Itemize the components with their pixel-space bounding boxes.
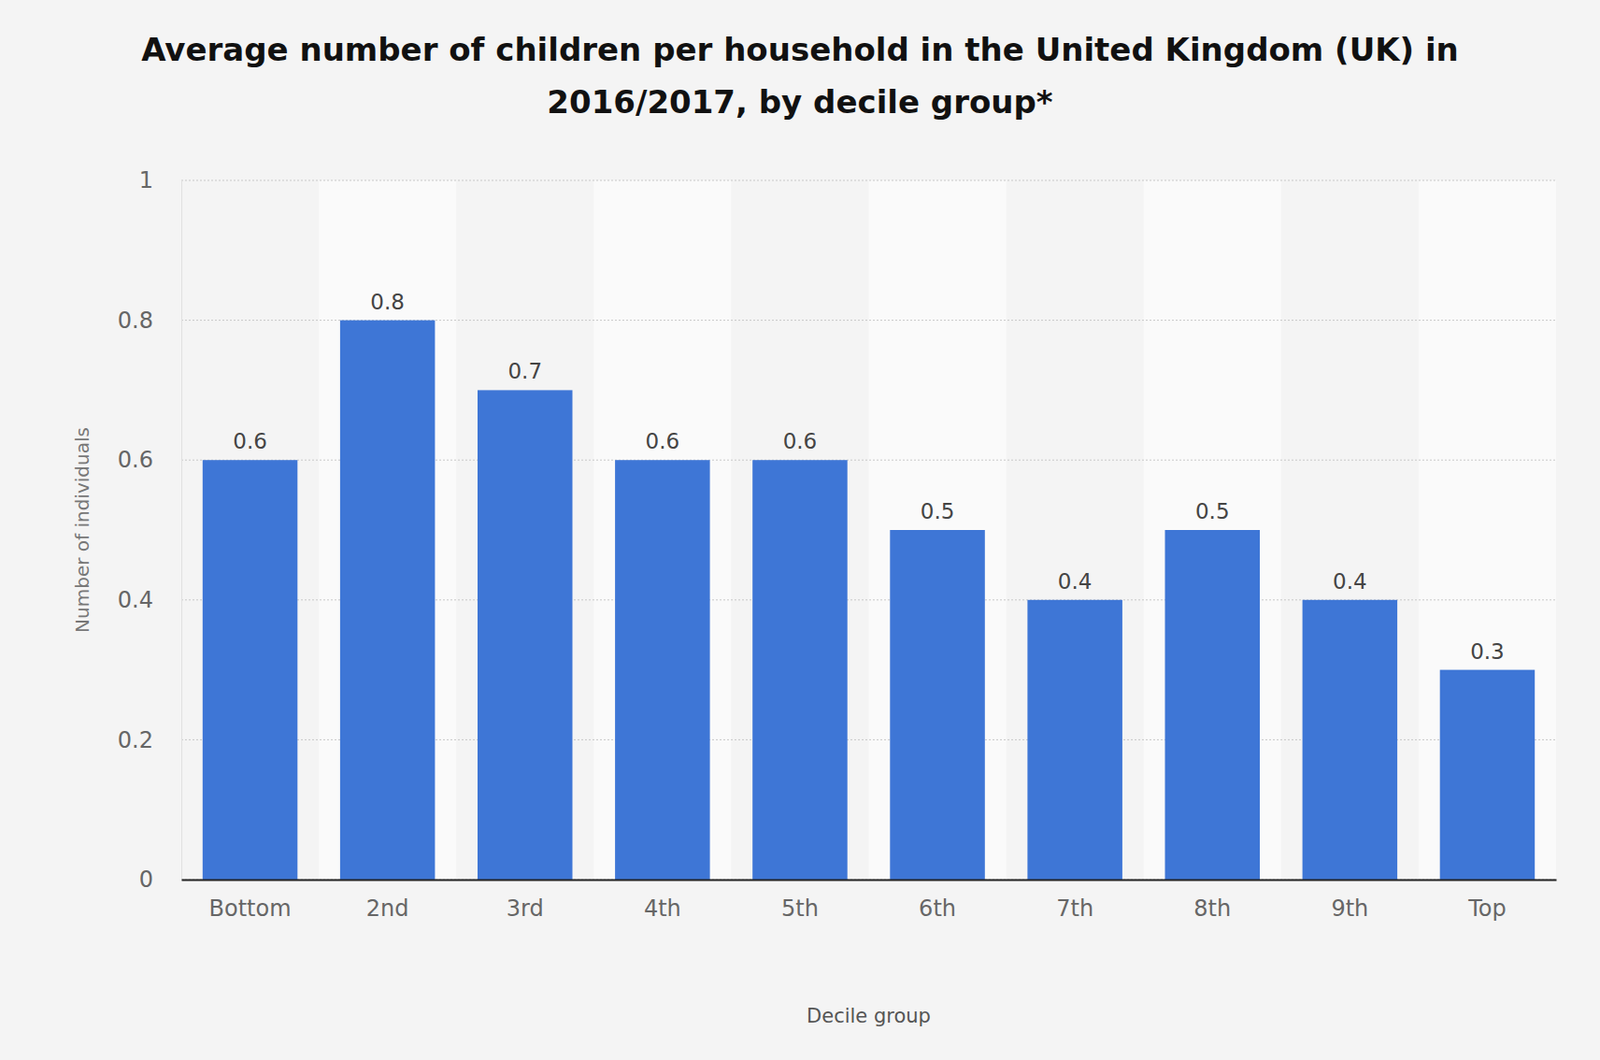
y-tick-label: 0.2 [117, 727, 154, 754]
grid [181, 180, 1557, 880]
x-tick: 2nd [366, 879, 410, 922]
data-label: 0.6 [645, 428, 681, 454]
y-axis-title: Number of individuals [71, 427, 94, 633]
x-axis-line [182, 879, 1558, 882]
x-tick: 3rd [506, 879, 544, 922]
x-tick: 5th [781, 879, 819, 922]
x-tick: 4th [643, 879, 682, 922]
bar [202, 459, 298, 880]
x-tick-label: 6th [918, 895, 957, 922]
y-axis: 0 0.2 0.4 0.6 0.8 1 [117, 167, 183, 893]
y-tick: 0.8 [117, 307, 182, 334]
bar [614, 459, 710, 880]
data-label: 0.8 [370, 289, 405, 315]
plot: 0.60.80.70.60.60.50.40.50.40.300.20.40.6… [117, 167, 1558, 922]
y-tick-label: 0.8 [117, 307, 154, 334]
bar [340, 320, 435, 880]
data-label: 0.4 [1057, 569, 1093, 594]
data-label: 0.6 [232, 428, 268, 454]
stripe [318, 180, 457, 880]
x-tick: Top [1467, 879, 1507, 922]
bar [1440, 670, 1535, 880]
stripe [869, 180, 1007, 880]
y-tick: 0.4 [117, 586, 182, 614]
x-tick: 6th [918, 879, 957, 922]
data-labels: 0.6 0.8 0.7 0.6 0.6 0.5 0.4 0.5 0.4 0.3 [232, 289, 1504, 664]
x-tick: Bottom [209, 879, 292, 922]
x-tick: 8th [1193, 879, 1231, 922]
chart: Average number of children per household… [0, 0, 1600, 1060]
y-tick-label: 0 [139, 866, 154, 893]
x-tick: 9th [1330, 879, 1369, 922]
x-tick-label: 5th [781, 895, 819, 922]
x-tick-label: 8th [1193, 895, 1231, 922]
y-tick: 0.6 [117, 446, 182, 473]
stripes [318, 180, 1557, 880]
x-tick-label: Bottom [209, 895, 292, 922]
title: Average number of children per household… [141, 30, 1459, 121]
bar [889, 529, 985, 880]
x-tick-label: 2nd [366, 895, 410, 922]
x-axis: Bottom 2nd 3rd 4th 5th 6th 7th 8th 9th Top [182, 879, 1558, 922]
data-label: 0.5 [1195, 499, 1230, 524]
x-tick-label: 4th [643, 895, 682, 922]
background [0, 0, 1600, 1060]
grid-line [181, 180, 1557, 182]
data-label: 0.6 [783, 428, 818, 454]
bar [1027, 600, 1122, 880]
data-label: 0.7 [507, 358, 543, 384]
bars [202, 320, 1535, 880]
y-tick: 1 [139, 167, 182, 194]
bar [477, 389, 572, 880]
y-tick-label: 0.4 [117, 586, 154, 614]
stripe [593, 180, 731, 880]
x-tick-label: 3rd [506, 895, 544, 922]
bar [1165, 529, 1260, 880]
y-tick: 0.2 [117, 727, 182, 754]
y-axis-line [181, 181, 183, 881]
x-tick-label: 7th [1056, 895, 1094, 922]
data-label: 0.5 [920, 499, 956, 524]
y-tick-label: 0.6 [117, 446, 154, 473]
x-tick-label: Top [1467, 895, 1507, 922]
x-tick: 7th [1056, 879, 1094, 922]
grid-line [181, 879, 1557, 881]
y-tick-label: 1 [139, 167, 154, 194]
x-tick-label: 9th [1330, 895, 1369, 922]
bar [752, 459, 847, 880]
bar [1302, 600, 1398, 880]
data-label: 0.3 [1470, 639, 1505, 664]
stripe [1418, 180, 1557, 880]
data-label: 0.4 [1332, 569, 1368, 594]
stripe [1143, 180, 1282, 880]
x-axis-title: Decile group [806, 1004, 931, 1028]
y-tick: 0 [139, 866, 182, 893]
